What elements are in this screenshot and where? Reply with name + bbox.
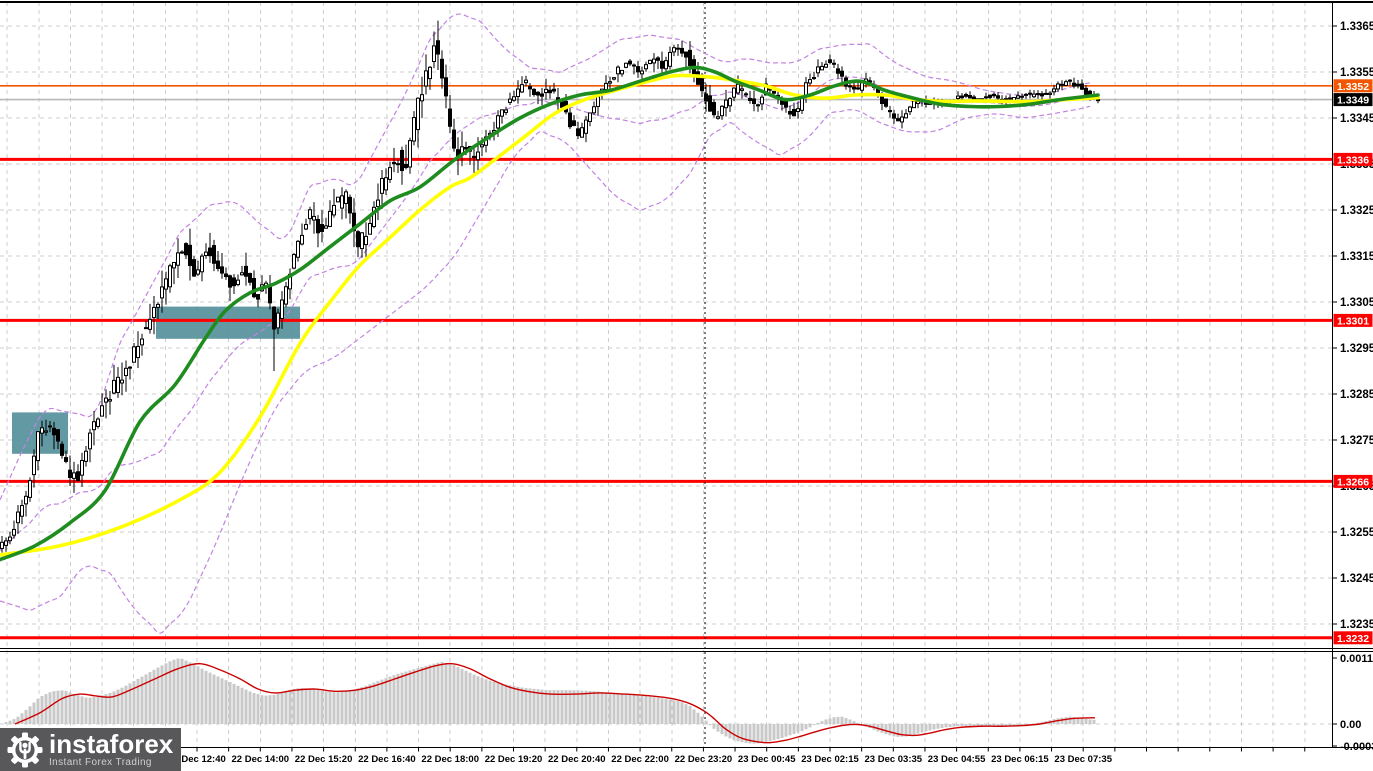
price-tick-label: 1.3245 — [1340, 573, 1373, 585]
price-tick-label: 1.3315 — [1340, 251, 1373, 263]
time-tick-label: 22 Dec 16:40 — [358, 754, 416, 765]
current-price-label-text: 1.3349 — [1337, 95, 1369, 107]
price-tick-label: 1.3365 — [1340, 21, 1373, 33]
price-label-boxes: 1.3352 1.3349 1.3336 1.3301 1.3266 1.3232 — [1333, 79, 1373, 645]
time-tick-label: 23 Dec 06:15 — [991, 754, 1049, 765]
level-lines — [0, 85, 1332, 640]
price-tick-label: 1.3255 — [1340, 527, 1373, 539]
price-tick-label: 1.3325 — [1340, 205, 1373, 217]
resistance-1-label-text: 1.3336 — [1337, 154, 1369, 166]
time-tick-label: 22 Dec 20:40 — [548, 754, 606, 765]
brand-name: instaforex — [49, 729, 174, 759]
brand-tagline: Instant Forex Trading — [49, 757, 152, 768]
indicator-tick-label: -0.00039 — [1340, 741, 1373, 753]
bollinger-bands — [0, 13, 1091, 634]
instaforex-watermark: instaforex Instant Forex Trading — [0, 728, 181, 771]
candlestick-series — [0, 20, 1100, 553]
support-2-label-box — [1333, 474, 1373, 488]
support-1-label-box — [1333, 313, 1373, 327]
time-tick-label: 22 Dec 18:00 — [421, 754, 479, 765]
time-axis: 22 Dec 12:40 22 Dec 14:00 22 Dec 15:20 22 D… — [6, 748, 1306, 765]
support-3-label-box — [1333, 631, 1373, 645]
time-tick-label: 22 Dec 12:40 — [168, 754, 226, 765]
support-1-label-text: 1.3301 — [1337, 315, 1369, 327]
macd-signal-line — [14, 662, 1096, 744]
indicator-tick-label: 0.00 — [1340, 719, 1361, 731]
macd-histogram — [4, 658, 1096, 744]
price-axis: 1.33651.33551.33451.33351.33251.33151.33… — [1332, 21, 1373, 631]
indicator-axis: 0.00117 0.00 -0.00039 — [1332, 653, 1373, 753]
support-2-label-text: 1.3266 — [1337, 476, 1369, 488]
price-tick-label: 1.3345 — [1340, 113, 1373, 125]
time-tick-label: 22 Dec 22:00 — [611, 754, 669, 765]
ma-green-line — [0, 65, 1100, 562]
time-tick-label: 23 Dec 03:35 — [865, 754, 923, 765]
orange-level-label-text: 1.3352 — [1337, 81, 1369, 93]
time-tick-label: 23 Dec 04:55 — [928, 754, 986, 765]
price-tick-label: 1.3285 — [1340, 389, 1373, 401]
orange-level-label-box — [1333, 79, 1373, 93]
time-tick-label: 23 Dec 00:45 — [738, 754, 796, 765]
price-tick-label: 1.3275 — [1340, 435, 1373, 447]
panel-borders — [0, 1, 1373, 748]
time-tick-label: 23 Dec 07:35 — [1054, 754, 1112, 765]
support-3-label-text: 1.3232 — [1337, 633, 1369, 645]
indicator-tick-label: 0.00117 — [1340, 653, 1373, 665]
current-price-label-box — [1333, 93, 1373, 107]
price-tick-label: 1.3235 — [1340, 619, 1373, 631]
time-tick-label: 22 Dec 15:20 — [295, 754, 353, 765]
price-tick-label: 1.3305 — [1340, 297, 1373, 309]
time-tick-label: 22 Dec 14:00 — [232, 754, 290, 765]
price-tick-label: 1.3295 — [1340, 343, 1373, 355]
price-tick-label: 1.3355 — [1340, 67, 1373, 79]
instaforex-logo-icon — [7, 732, 43, 767]
time-tick-label: 23 Dec 02:15 — [801, 754, 859, 765]
time-tick-label: 22 Dec 23:20 — [675, 754, 733, 765]
resistance-1-label-box — [1333, 152, 1373, 166]
time-tick-label: 22 Dec 19:20 — [485, 754, 543, 765]
